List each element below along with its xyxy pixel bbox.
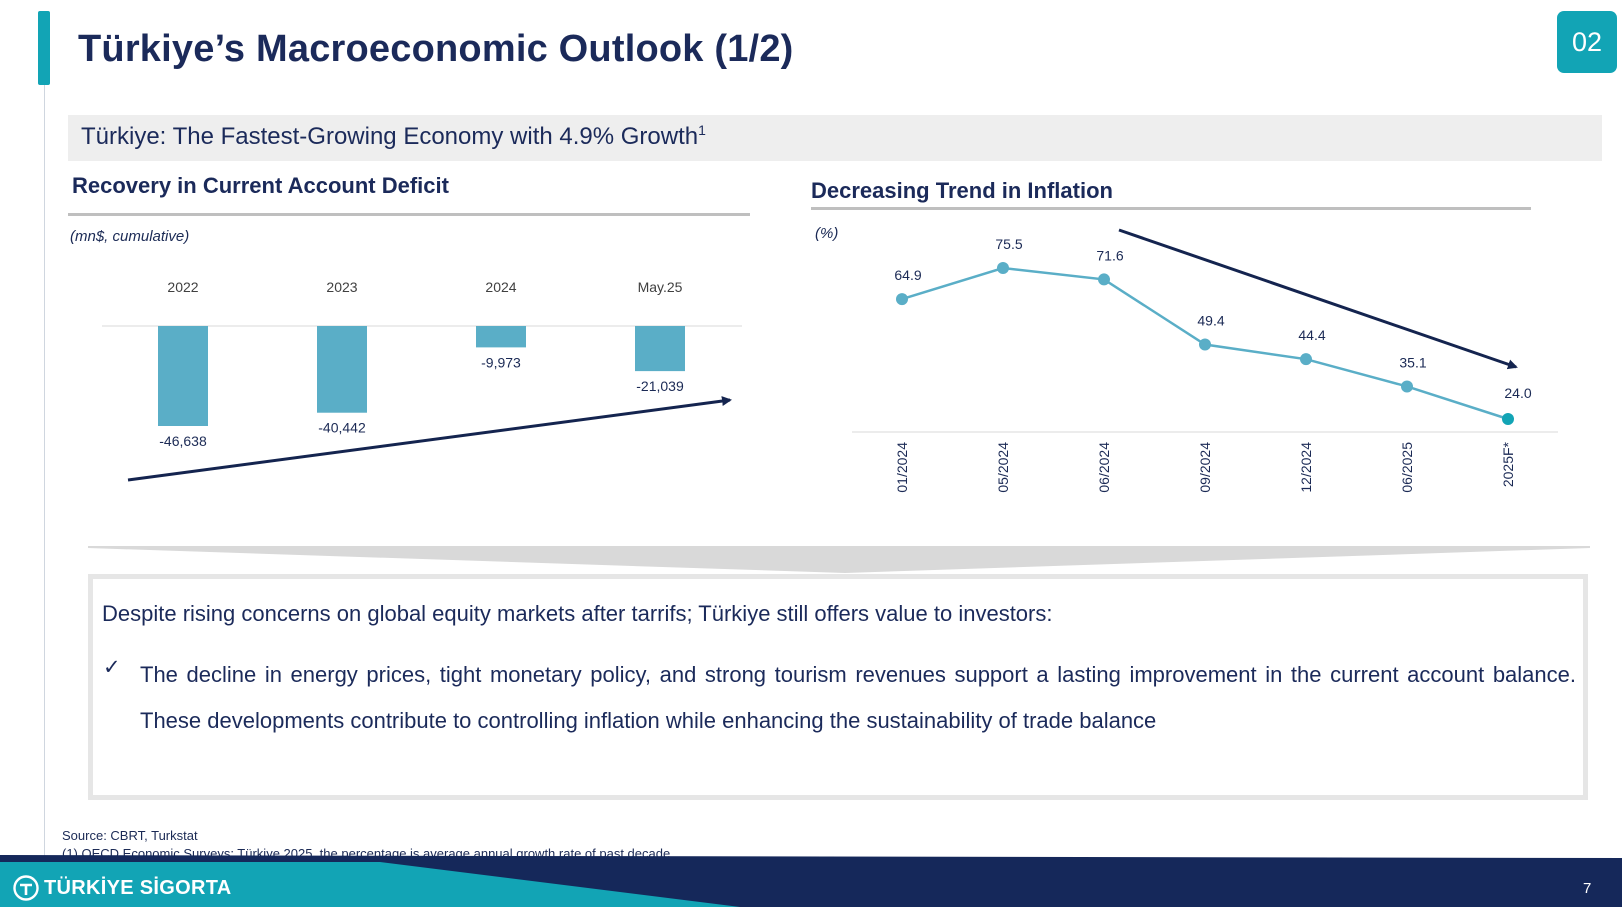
current-account-bar <box>476 326 526 348</box>
current-account-bar-chart: 2022 -46,638 2023 -40,442 2024 -9,973 May.25 -2… <box>102 279 742 482</box>
inflation-value-label: 24.0 <box>1504 385 1531 401</box>
current-account-chart-title: Recovery in Current Account Deficit <box>72 173 449 198</box>
inflation-date-label: 06/2025 <box>1399 442 1415 493</box>
subtitle-label: Türkiye: The Fastest-Growing Economy wit… <box>81 123 699 150</box>
logo-emblem-icon <box>13 875 39 901</box>
page-title: Türkiye’s Macroeconomic Outlook (1/2) <box>78 28 794 70</box>
transition-chevron-band <box>88 546 1590 573</box>
message-bullet: The decline in energy prices, tight mone… <box>140 662 1576 733</box>
bar-value-label: -40,442 <box>318 420 366 436</box>
inflation-date-label: 09/2024 <box>1197 442 1213 493</box>
inflation-value-label: 75.5 <box>995 236 1022 252</box>
current-account-bar <box>635 326 685 372</box>
current-account-title-rule <box>68 213 750 216</box>
inflation-line-chart: 64.9 01/2024 75.5 05/2024 71.6 06/2024 49.4 09/… <box>852 228 1558 493</box>
bar-category-label: 2024 <box>485 279 516 295</box>
subtitle-text: Türkiye: The Fastest-Growing Economy wit… <box>81 122 706 151</box>
message-intro: Despite rising concerns on global equity… <box>102 601 1053 626</box>
inflation-data-point <box>896 293 908 306</box>
inflation-unit-label: (%) <box>815 225 839 242</box>
inflation-data-point <box>1199 338 1211 351</box>
current-account-bar <box>317 326 367 413</box>
bar-category-label: May.25 <box>638 279 683 295</box>
inflation-data-point <box>1300 353 1312 366</box>
inflation-value-label: 49.4 <box>1197 313 1224 329</box>
inflation-title-rule <box>811 207 1531 210</box>
bar-value-label: -9,973 <box>481 354 521 370</box>
investor-message-box <box>88 574 1588 800</box>
page-number: 7 <box>1583 880 1592 897</box>
inflation-date-label: 2025F* <box>1500 441 1516 487</box>
title-accent-bar <box>38 11 50 85</box>
inflation-date-label: 05/2024 <box>995 442 1011 493</box>
improvement-trend-arrow <box>127 396 732 482</box>
bar-value-label: -21,039 <box>636 378 684 394</box>
current-account-unit-label: (mn$, cumulative) <box>70 228 190 245</box>
company-logo: TÜRKİYE SİGORTA <box>12 874 231 902</box>
subtitle-banner <box>68 115 1602 161</box>
inflation-value-label: 35.1 <box>1399 354 1426 370</box>
decline-trend-arrow <box>1118 228 1518 370</box>
subtitle-footnote-marker: 1 <box>698 122 706 138</box>
inflation-value-label: 71.6 <box>1096 247 1123 263</box>
bar-category-label: 2022 <box>167 279 198 295</box>
left-margin-rule <box>44 85 45 865</box>
source-footnote: Source: CBRT, Turkstat <box>62 828 198 843</box>
footer-band <box>0 855 1622 907</box>
logo-text: TÜRKİYE SİGORTA <box>44 876 232 899</box>
inflation-chart-title: Decreasing Trend in Inflation <box>811 178 1113 203</box>
inflation-data-point <box>1502 413 1514 425</box>
inflation-value-label: 44.4 <box>1298 327 1325 343</box>
inflation-date-label: 12/2024 <box>1298 442 1314 493</box>
inflation-data-point <box>997 262 1009 274</box>
checkmark-icon: ✓ <box>103 656 121 679</box>
current-account-bar <box>158 326 208 426</box>
bar-value-label: -46,638 <box>159 433 207 449</box>
inflation-date-label: 01/2024 <box>894 442 910 493</box>
section-number-badge: 02 <box>1557 11 1617 73</box>
inflation-data-point <box>1401 380 1413 393</box>
inflation-value-label: 64.9 <box>894 267 921 283</box>
inflation-data-point <box>1098 273 1110 286</box>
inflation-date-label: 06/2024 <box>1096 442 1112 493</box>
bar-category-label: 2023 <box>326 279 357 295</box>
